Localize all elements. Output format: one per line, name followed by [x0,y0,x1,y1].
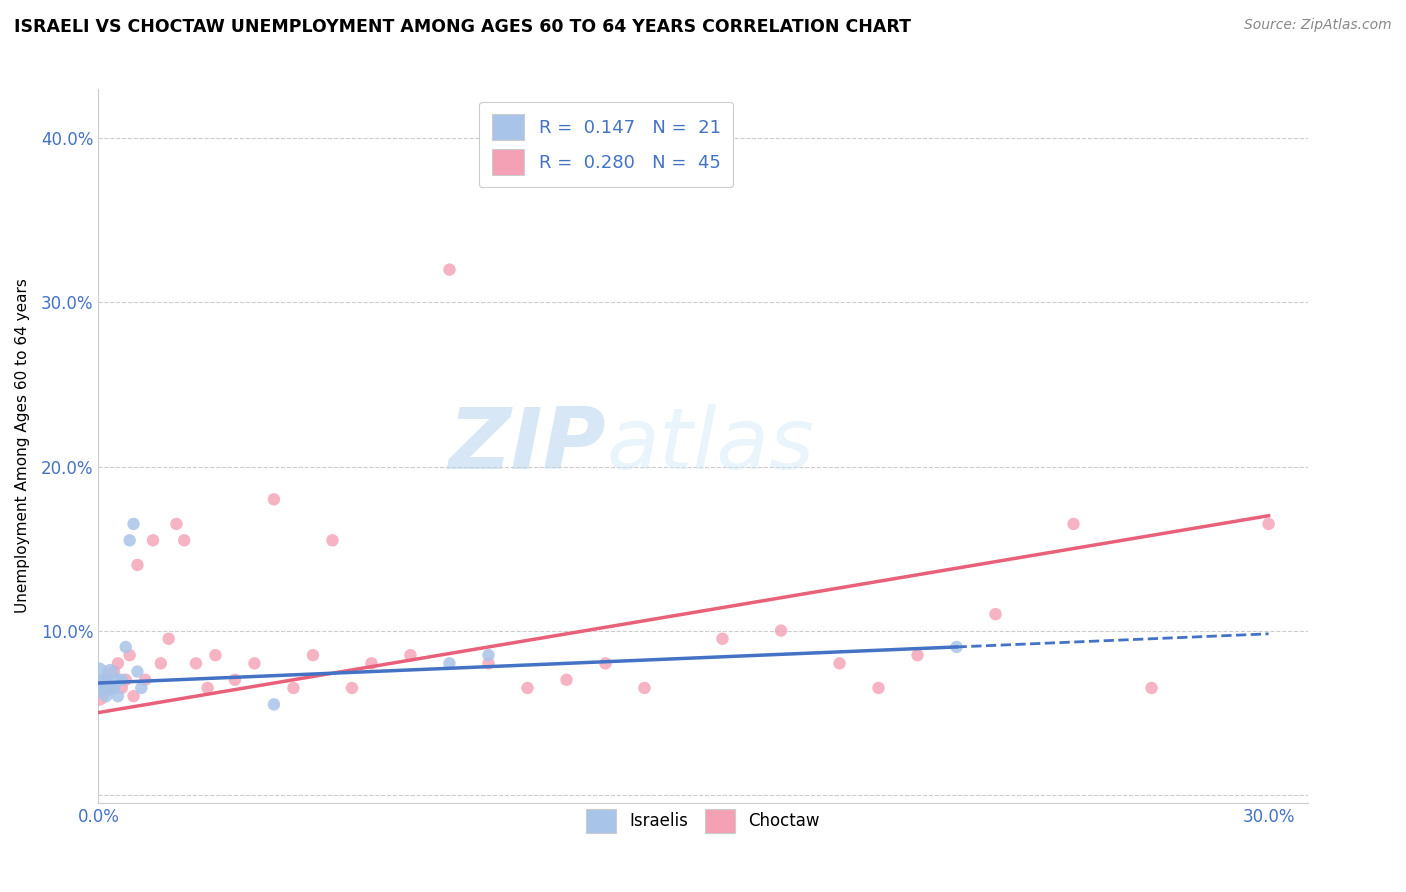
Text: ISRAELI VS CHOCTAW UNEMPLOYMENT AMONG AGES 60 TO 64 YEARS CORRELATION CHART: ISRAELI VS CHOCTAW UNEMPLOYMENT AMONG AG… [14,18,911,36]
Point [1257,516,1279,531]
Point [243,657,266,671]
Point [111,681,134,695]
Point [907,648,929,662]
Point [516,681,538,695]
Point [107,673,129,687]
Legend: Israelis, Choctaw: Israelis, Choctaw [575,797,831,845]
Point [945,640,967,654]
Point [204,648,226,662]
Point [165,516,187,531]
Point [555,673,578,687]
Point [134,673,156,687]
Point [224,673,246,687]
Point [122,689,145,703]
Point [142,533,165,548]
Point [439,262,461,277]
Point [91,673,114,687]
Point [103,681,125,695]
Point [828,657,851,671]
Point [184,657,207,671]
Point [360,657,382,671]
Point [283,681,305,695]
Point [118,648,141,662]
Point [302,648,325,662]
Point [98,681,121,695]
Text: Source: ZipAtlas.com: Source: ZipAtlas.com [1244,18,1392,32]
Point [477,657,499,671]
Point [1063,516,1085,531]
Point [439,657,461,671]
Point [131,681,153,695]
Point [91,681,114,695]
Y-axis label: Unemployment Among Ages 60 to 64 years: Unemployment Among Ages 60 to 64 years [15,278,30,614]
Point [87,681,110,695]
Point [711,632,734,646]
Point [263,698,285,712]
Point [263,492,285,507]
Point [114,640,136,654]
Point [127,558,149,572]
Point [87,689,110,703]
Point [96,673,118,687]
Point [107,689,129,703]
Point [103,665,125,679]
Point [868,681,890,695]
Point [633,681,655,695]
Point [149,657,172,671]
Point [769,624,792,638]
Point [157,632,180,646]
Point [1140,681,1163,695]
Point [111,673,134,687]
Point [399,648,422,662]
Point [98,665,121,679]
Text: ZIP: ZIP [449,404,606,488]
Point [118,533,141,548]
Point [96,689,118,703]
Point [96,673,118,687]
Point [98,681,121,695]
Point [595,657,617,671]
Point [107,657,129,671]
Point [114,673,136,687]
Point [122,516,145,531]
Point [197,681,219,695]
Point [672,164,695,178]
Point [477,648,499,662]
Point [984,607,1007,622]
Point [87,665,110,679]
Point [340,681,363,695]
Point [173,533,195,548]
Point [91,681,114,695]
Text: atlas: atlas [606,404,814,488]
Point [127,665,149,679]
Point [321,533,343,548]
